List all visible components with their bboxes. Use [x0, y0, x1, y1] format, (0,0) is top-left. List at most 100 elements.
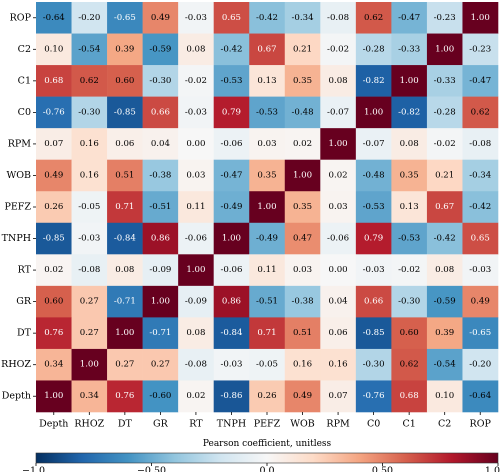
heatmap-cell [107, 380, 143, 413]
heatmap-cell [391, 317, 428, 350]
heatmap-cell [462, 96, 499, 129]
heatmap-cell [213, 2, 250, 34]
cell-value-label: 1.00 [151, 297, 170, 307]
heatmap-cell [391, 348, 428, 381]
cell-value-label: -0.51 [256, 297, 278, 307]
cell-value-label: 0.34 [44, 360, 64, 370]
cell-value-label: 0.35 [400, 170, 419, 180]
cell-value-label: 1.00 [329, 139, 348, 149]
cell-value-label: -0.30 [363, 360, 385, 370]
y-tick-label: RT [18, 265, 32, 276]
heatmap-cell [71, 128, 108, 160]
heatmap-cell [355, 128, 392, 160]
heatmap-cell [71, 380, 108, 413]
x-tick-label: C0 [367, 419, 380, 430]
heatmap-cell [213, 191, 250, 224]
cell-value-label: 0.16 [293, 360, 312, 370]
heatmap-cell [320, 33, 357, 66]
heatmap-cell [391, 191, 428, 224]
cell-value-label: 0.35 [293, 202, 312, 212]
cell-value-label: 1.00 [471, 13, 490, 23]
heatmap-cell [355, 317, 392, 350]
heatmap-cell [462, 2, 499, 34]
heatmap-cell [391, 65, 428, 97]
cell-value-label: -0.86 [220, 391, 242, 401]
heatmap-cell [355, 222, 392, 255]
heatmap-cell [462, 33, 499, 66]
heatmap-cell [284, 96, 321, 129]
y-tick-label: RPM [8, 138, 32, 149]
heatmap-cell [320, 222, 357, 255]
heatmap-cell [71, 254, 108, 287]
heatmap-cell [284, 380, 321, 413]
heatmap-cell [213, 128, 250, 160]
cell-value-label: 0.60 [44, 297, 63, 307]
cell-value-label: 0.49 [471, 297, 490, 307]
cell-value-label: -0.71 [149, 328, 171, 338]
heatmap-cell [426, 254, 463, 287]
heatmap-cell [249, 254, 286, 287]
cell-value-label: 0.39 [435, 328, 454, 338]
cell-value-label: -0.82 [363, 76, 385, 86]
heatmap-cell [142, 222, 179, 255]
x-tick-label: GR [153, 419, 169, 430]
cell-value-label: 0.08 [329, 76, 348, 86]
cell-value-label: 0.00 [329, 265, 348, 275]
cell-value-label: -0.33 [434, 76, 456, 86]
x-tick-label: TNPH [217, 419, 246, 430]
heatmap-cell [320, 348, 357, 381]
heatmap-cell [391, 128, 428, 160]
cell-value-label: -0.30 [149, 76, 171, 86]
cell-value-label: 0.13 [400, 202, 419, 212]
cell-value-label: 0.26 [257, 391, 276, 401]
cell-value-label: -0.65 [114, 13, 136, 23]
heatmap-cell [36, 191, 72, 224]
heatmap-cell [107, 2, 143, 34]
cell-value-label: 0.00 [186, 139, 205, 149]
heatmap-cell [178, 317, 214, 350]
cell-value-label: 0.79 [364, 234, 383, 244]
cell-value-label: 0.27 [115, 360, 134, 370]
heatmap-cell [142, 285, 179, 318]
heatmap-cell [213, 159, 250, 192]
cell-value-label: -0.03 [363, 265, 385, 275]
cell-value-label: 0.66 [151, 107, 170, 117]
heatmap-cell [107, 191, 143, 224]
cell-value-label: -0.42 [256, 13, 278, 23]
cell-value-label: -0.59 [149, 44, 171, 54]
heatmap-cell [71, 348, 108, 381]
cell-value-label: 0.60 [400, 328, 419, 338]
cell-value-label: 1.00 [435, 44, 454, 54]
cell-value-label: 0.10 [44, 44, 63, 54]
heatmap-cell [36, 65, 72, 97]
cell-value-label: -0.47 [469, 76, 491, 86]
x-tick-label: RPM [326, 419, 350, 430]
heatmap-cell [355, 33, 392, 66]
cell-value-label: 0.79 [222, 107, 241, 117]
heatmap-cell [107, 33, 143, 66]
heatmap-cell [142, 317, 179, 350]
cell-value-label: -0.59 [434, 297, 456, 307]
cell-value-label: 0.35 [257, 170, 276, 180]
cell-value-label: -0.85 [114, 107, 136, 117]
y-tick-label: Depth [2, 391, 31, 402]
cell-value-label: 1.00 [257, 202, 276, 212]
heatmap-cell [107, 222, 143, 255]
y-tick-label: C2 [18, 44, 31, 55]
heatmap-cell [36, 348, 72, 381]
heatmap-cell [213, 348, 250, 381]
heatmap-cell [462, 159, 499, 192]
heatmap-cell [36, 380, 72, 413]
cell-value-label: 0.06 [329, 328, 348, 338]
heatmap-cell [142, 96, 179, 129]
heatmap-cell [426, 96, 463, 129]
heatmap-cell [107, 159, 143, 192]
heatmap-cell [391, 285, 428, 318]
heatmap-cell [249, 96, 286, 129]
cell-value-label: -0.06 [220, 265, 242, 275]
cell-value-label: -0.65 [469, 328, 491, 338]
heatmap-cell [426, 191, 463, 224]
cell-value-label: -0.64 [43, 13, 66, 23]
cell-value-label: 1.00 [293, 170, 312, 180]
cell-value-label: -0.53 [256, 107, 278, 117]
